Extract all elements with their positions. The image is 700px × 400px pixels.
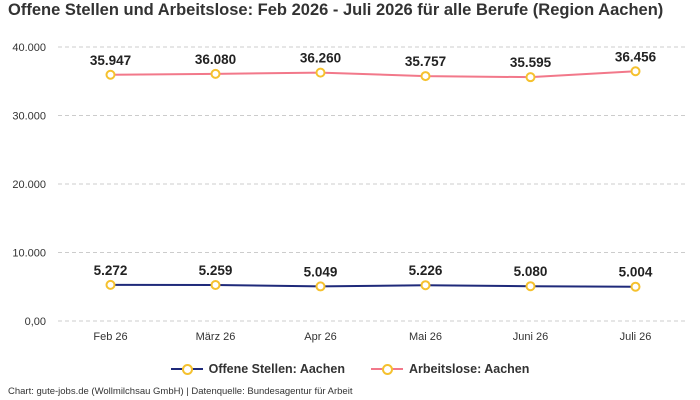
data-label: 5.004 — [619, 265, 653, 280]
y-tick-label: 0,00 — [25, 316, 46, 328]
data-label: 36.456 — [615, 49, 657, 64]
data-point — [210, 279, 221, 290]
chart-footer: Chart: gute-jobs.de (Wollmilchsau GmbH) … — [8, 386, 353, 397]
x-tick-label: Feb 26 — [93, 331, 127, 343]
y-tick-label: 30.000 — [12, 111, 46, 123]
data-point — [420, 71, 431, 82]
legend-label-arbeitslose: Arbeitslose: Aachen — [408, 362, 530, 376]
data-point — [525, 72, 536, 83]
data-label: 5.049 — [304, 264, 338, 279]
data-point — [315, 281, 326, 292]
data-label: 36.260 — [300, 51, 341, 66]
data-point — [315, 67, 326, 78]
data-label: 5.226 — [409, 263, 443, 278]
legend-item-offene-stellen[interactable]: Offene Stellen: Aachen — [170, 362, 345, 376]
data-label: 5.080 — [514, 264, 548, 279]
chart-title: Offene Stellen und Arbeitslose: Feb 2026… — [8, 1, 664, 19]
x-tick-label: Juli 26 — [620, 331, 652, 343]
data-point — [630, 281, 641, 292]
data-label: 35.757 — [405, 54, 446, 69]
data-label: 35.595 — [510, 55, 552, 70]
legend-swatch-arbeitslose — [370, 363, 403, 375]
data-point — [525, 281, 536, 292]
y-tick-label: 10.000 — [12, 248, 46, 260]
y-tick-label: 20.000 — [12, 179, 46, 191]
y-tick-label: 40.000 — [12, 42, 46, 54]
legend-swatch-offene-stellen — [170, 363, 203, 375]
series-line-1 — [110, 70, 636, 79]
data-label: 5.272 — [94, 263, 128, 278]
x-tick-label: März 26 — [196, 331, 236, 343]
series-line-0 — [110, 283, 636, 288]
data-label: 36.080 — [195, 52, 236, 67]
data-point — [210, 68, 221, 79]
x-tick-label: Apr 26 — [304, 331, 336, 343]
data-point — [105, 69, 116, 80]
data-point — [420, 280, 431, 291]
chart-legend: Offene Stellen: Aachen Arbeitslose: Aach… — [0, 362, 700, 376]
data-label: 35.947 — [90, 53, 131, 68]
data-point — [105, 279, 116, 290]
x-tick-label: Mai 26 — [409, 331, 442, 343]
data-label: 5.259 — [199, 263, 233, 278]
legend-label-offene-stellen: Offene Stellen: Aachen — [208, 362, 345, 376]
data-point — [630, 66, 641, 77]
x-tick-label: Juni 26 — [513, 331, 548, 343]
legend-item-arbeitslose[interactable]: Arbeitslose: Aachen — [370, 362, 530, 376]
